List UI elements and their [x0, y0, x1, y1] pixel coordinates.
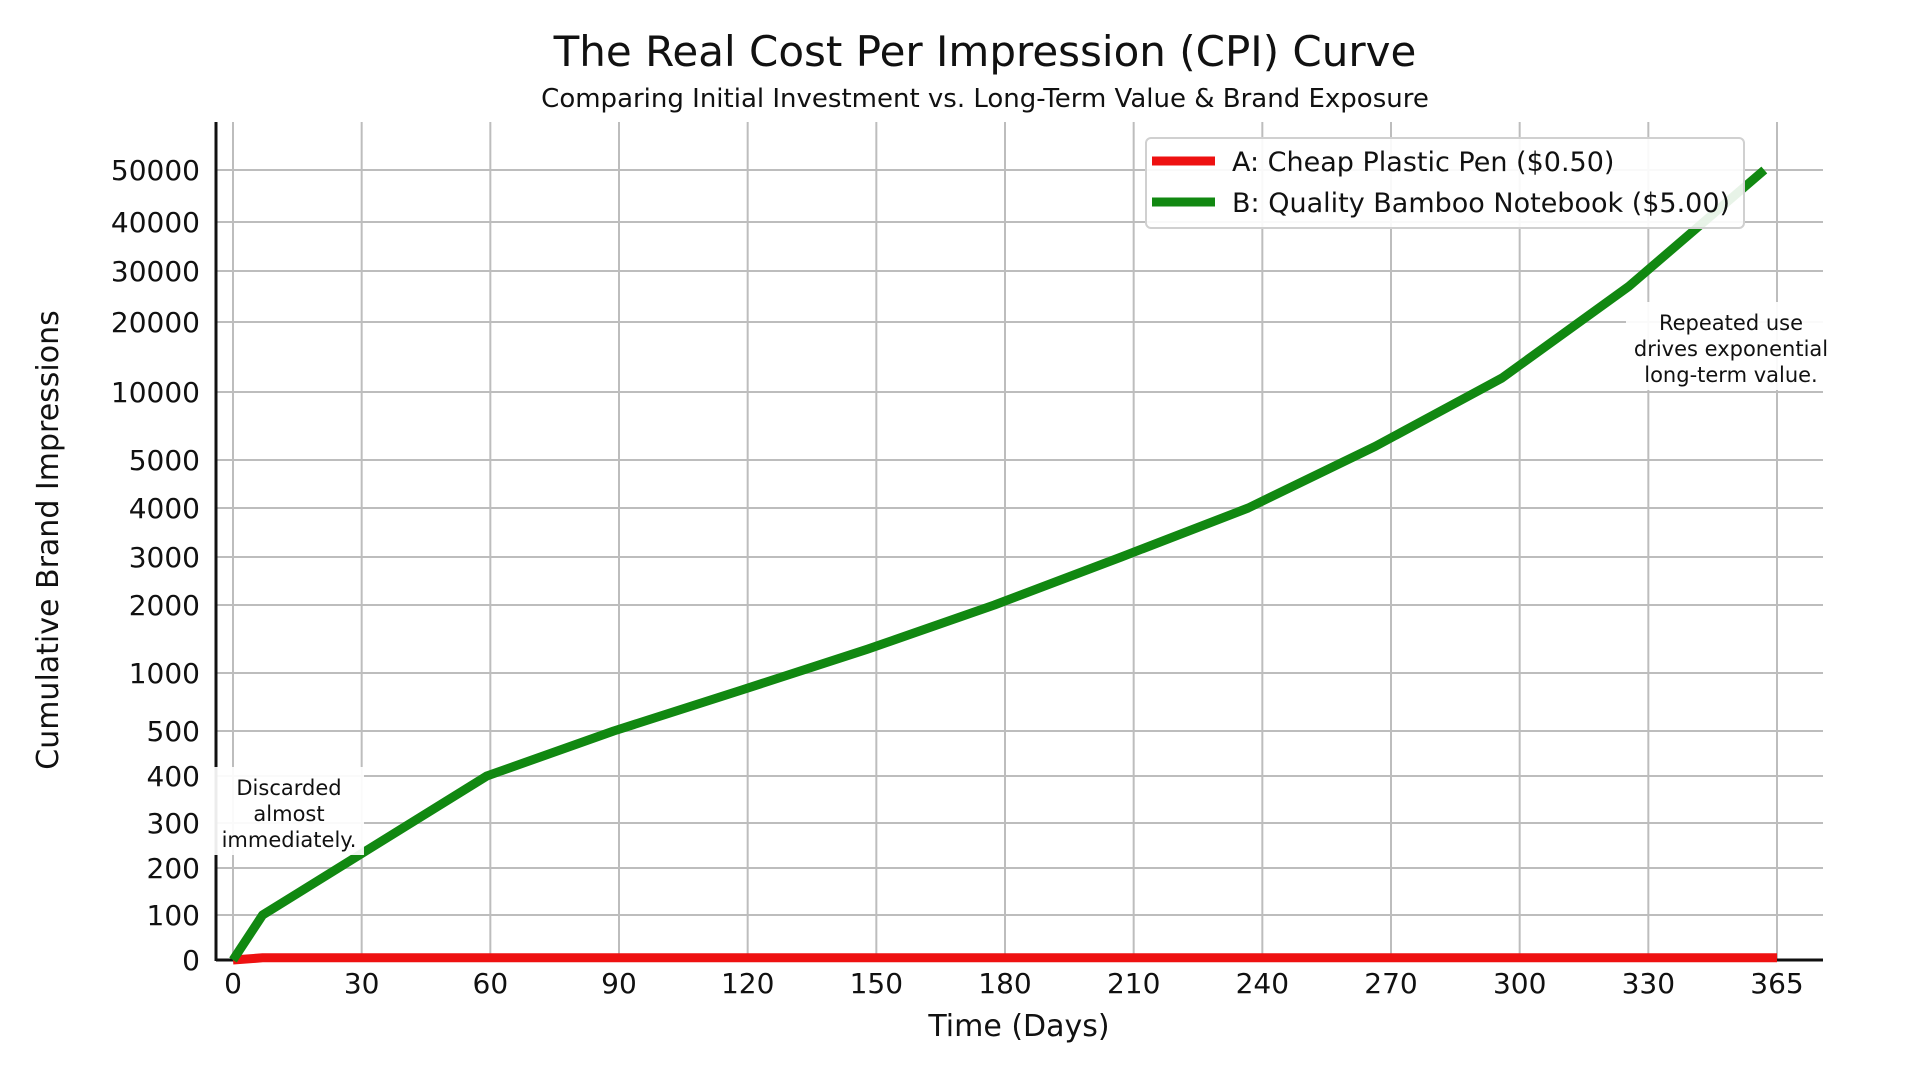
y-tick-label: 500 — [147, 715, 200, 748]
x-tick-label: 365 — [1750, 967, 1803, 1000]
x-axis-label: Time (Days) — [927, 1009, 1109, 1044]
x-tick-label: 90 — [601, 967, 637, 1000]
legend-label: B: Quality Bamboo Notebook ($5.00) — [1232, 188, 1730, 219]
y-tick-label: 400 — [147, 760, 200, 793]
y-tick-label: 2000 — [129, 589, 200, 622]
x-tick-label: 270 — [1364, 967, 1417, 1000]
annotation-text: almost — [253, 802, 324, 826]
y-tick-label: 20000 — [111, 306, 200, 339]
y-tick-label: 300 — [147, 807, 200, 840]
x-tick-label: 180 — [978, 967, 1031, 1000]
y-tick-label: 1000 — [129, 657, 200, 690]
y-tick-label: 3000 — [129, 541, 200, 574]
annotation-text: Discarded — [236, 776, 341, 800]
axes — [214, 122, 1823, 962]
x-tick-label: 300 — [1493, 967, 1546, 1000]
series-line-b — [229, 166, 1768, 963]
x-tick-label: 210 — [1107, 967, 1160, 1000]
y-tick-label: 0 — [182, 944, 200, 977]
x-tick-label: 30 — [344, 967, 380, 1000]
y-tick-label: 50000 — [111, 154, 200, 187]
legend-box — [1145, 137, 1745, 229]
chart-title: The Real Cost Per Impression (CPI) Curve — [553, 27, 1417, 76]
x-tick-label: 330 — [1622, 967, 1675, 1000]
annotation-box — [214, 767, 364, 855]
y-axis-label: Cumulative Brand Impressions — [31, 310, 66, 770]
annotation-text: long-term value. — [1644, 363, 1818, 387]
legend: A: Cheap Plastic Pen ($0.50) B: Quality B… — [1145, 137, 1745, 229]
x-tick-label: 150 — [850, 967, 903, 1000]
y-tick-label: 10000 — [111, 376, 200, 409]
grid — [216, 122, 1823, 961]
y-tick-label: 5000 — [129, 444, 200, 477]
annotation-text: Repeated use — [1659, 311, 1803, 335]
x-tick-label: 60 — [473, 967, 509, 1000]
y-tick-label: 100 — [147, 899, 200, 932]
series-lines — [229, 166, 1777, 965]
tick-labels: 0 30 60 90 120 150 180 210 240 270 300 330 365 0 100 20… — [111, 154, 1804, 1000]
annotation-box — [1626, 302, 1836, 390]
x-tick-label: 240 — [1236, 967, 1289, 1000]
chart-subtitle: Comparing Initial Investment vs. Long-Te… — [541, 84, 1429, 114]
series-line-a — [232, 953, 1777, 965]
legend-label: A: Cheap Plastic Pen ($0.50) — [1232, 147, 1614, 178]
y-tick-label: 40000 — [111, 206, 200, 239]
y-tick-label: 4000 — [129, 492, 200, 525]
x-tick-label: 120 — [721, 967, 774, 1000]
y-tick-label: 30000 — [111, 255, 200, 288]
x-tick-label: 0 — [224, 967, 242, 1000]
annotation-text: drives exponential — [1634, 337, 1828, 361]
annotation-text: immediately. — [222, 828, 357, 852]
y-tick-label: 200 — [147, 852, 200, 885]
